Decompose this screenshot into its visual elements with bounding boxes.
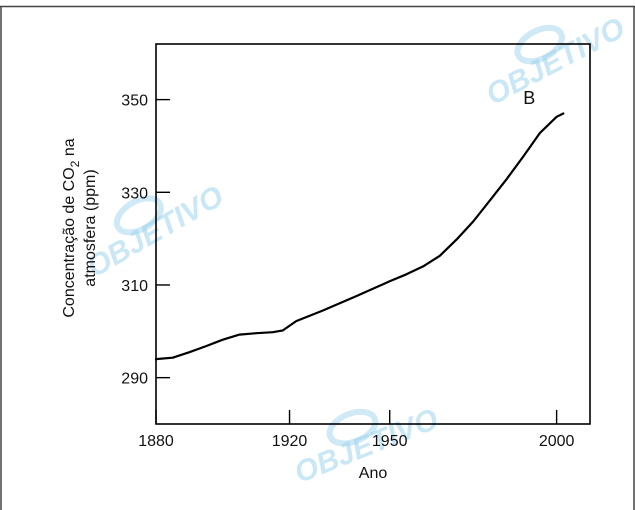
axis-tick-labels: 1880 1920 1950 2000 290 310 330 350 [121, 93, 574, 450]
y-tick-label-310: 310 [121, 278, 148, 295]
x-tick-label-1880: 1880 [138, 433, 174, 450]
svg-text:Concentração de CO2 na: Concentração de CO2 na [61, 138, 82, 317]
y-tick-label-350: 350 [121, 93, 148, 110]
x-axis-title: Ano [359, 465, 388, 482]
x-tick-label-2000: 2000 [539, 433, 575, 450]
x-tick-label-1950: 1950 [372, 433, 408, 450]
y-axis-title: Concentração de CO2 na atmosfera (ppm) [61, 138, 99, 317]
y-axis-title-suffix: na [61, 138, 78, 160]
annotation-label: B [523, 88, 535, 108]
y-tick-label-330: 330 [121, 185, 148, 202]
axis-ticks [155, 98, 558, 424]
y-tick-label-290: 290 [121, 371, 148, 388]
series-line-0 [154, 112, 565, 361]
plot-area [155, 43, 591, 425]
watermark-0: OBJETIVO [481, 11, 630, 111]
watermark-logo-icon [514, 24, 565, 65]
y-axis-title-prefix: Concentração de CO [61, 167, 78, 317]
y-axis-title-subscript: 2 [68, 160, 82, 167]
watermark-logo-icon [326, 408, 379, 447]
watermark-logo-icon [113, 195, 164, 236]
x-tick-label-1920: 1920 [272, 433, 308, 450]
series-layer [154, 112, 565, 361]
y-axis-title-line2: atmosfera (ppm) [82, 169, 99, 286]
